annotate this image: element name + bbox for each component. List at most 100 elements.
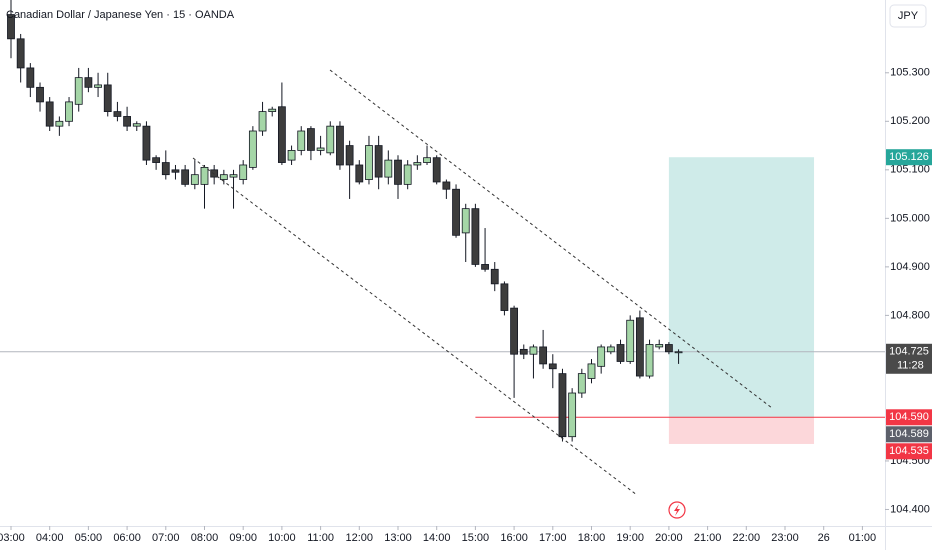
candle-body [161,162,170,176]
x-tick-label: 04:00 [36,532,64,544]
x-tick-label: 05:00 [75,532,103,544]
channel-upper [329,69,773,409]
currency-label[interactable]: JPY [898,10,919,22]
candle-body [132,123,141,127]
x-tick-label: 16:00 [500,532,528,544]
y-tick-label: 104.400 [890,503,930,515]
candle-body [45,101,54,127]
candle-body [16,38,25,69]
y-tick-label: 105.000 [890,212,930,224]
candle-body [674,351,683,354]
candle-body [152,157,161,163]
candle-body [239,164,248,180]
event-icon[interactable] [668,501,686,519]
candle-body [442,181,451,190]
candle-body [123,116,131,127]
candle-body [384,159,393,178]
candle-body [626,319,635,362]
candle-body [558,373,567,438]
entry-label-bg [886,409,932,426]
stop-label: 104.535 [889,445,929,457]
x-tick-label: 20:00 [655,532,683,544]
chart-title: Canadian Dollar / Japanese Yen · 15 · OA… [6,9,235,21]
candle-body [655,344,664,348]
candle-body [519,348,528,355]
target-label-bg [886,149,932,166]
x-tick-label: 06:00 [113,532,141,544]
candle-body [26,67,35,88]
y-tick-label: 105.200 [890,115,930,127]
x-tick-label: 19:00 [616,532,644,544]
candle-body [36,86,44,103]
bid-label: 104.589 [889,428,929,440]
candle-body [297,130,306,151]
candle-body [7,14,15,40]
x-tick-label: 17:00 [539,532,567,544]
candle-body [374,145,383,178]
candle-body [307,128,315,151]
candle-body [490,268,499,285]
candle-body [529,346,538,355]
candle-body [587,363,596,379]
last-price-label: 104.725 [889,346,929,358]
x-tick-label: 14:00 [423,532,451,544]
candle-body [423,157,431,163]
candle-body [287,150,296,161]
candle-body [326,125,335,154]
candle-body [200,166,209,185]
candle-body [510,307,518,355]
channel-lower [192,157,638,496]
candle-body [577,373,586,394]
candle-body [452,188,460,236]
candle-body [55,120,64,127]
x-tick-label: 21:00 [694,532,722,544]
x-tick-label: 12:00 [346,532,374,544]
candle-body [258,111,267,132]
candle-body [432,157,441,183]
x-tick-label: 07:00 [152,532,180,544]
x-tick-label: 08:00 [191,532,219,544]
candle-body [142,125,151,161]
candle-body [65,101,73,122]
candle-body [268,108,277,112]
y-tick-label: 104.900 [890,261,930,273]
y-tick-label: 104.800 [890,309,930,321]
candle-body [277,106,286,163]
candle-body [103,84,112,112]
candle-body [568,392,577,438]
x-tick-label: 18:00 [578,532,606,544]
candle-body [248,130,257,168]
target-zone [668,157,815,418]
plot-area [0,0,885,444]
stop-label-bg [886,443,932,460]
candle-body [190,174,199,185]
candle-body [548,363,557,370]
candle-body [664,344,673,353]
candle-body [539,346,548,365]
target-label: 105.126 [889,151,929,163]
x-tick-label: 22:00 [733,532,761,544]
x-tick-label: 10:00 [268,532,296,544]
x-tick-label: 13:00 [384,532,412,544]
x-tick-label: 23:00 [771,532,799,544]
x-tick-label: 15:00 [462,532,490,544]
candle-body [606,346,615,353]
countdown-label: 11:28 [897,360,924,372]
candle-body [365,145,373,180]
candle-body [635,317,644,377]
x-tick-label: 01:00 [849,532,877,544]
x-tick-label: 03:00 [0,532,25,544]
last-price-label-bg [886,343,932,374]
x-tick-label: 11:00 [307,532,334,544]
candle-body [355,164,364,183]
candle-body [481,264,489,270]
currency-button[interactable]: JPY [889,4,927,28]
candle-body [471,208,480,265]
candle-body [94,84,102,88]
x-tick-label: 09:00 [229,532,257,544]
entry-label: 104.590 [889,411,929,423]
candle-body [403,164,412,185]
candle-body [316,147,325,151]
